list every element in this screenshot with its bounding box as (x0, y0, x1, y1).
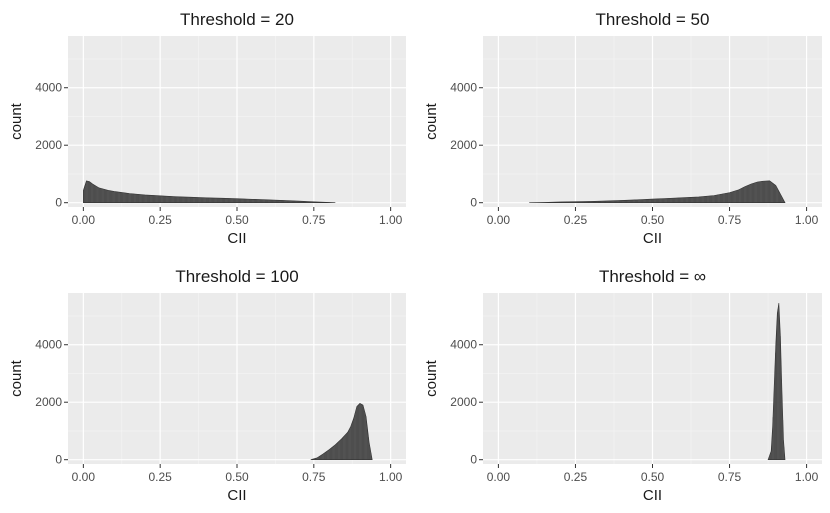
y-tick-label: 0 (55, 196, 62, 210)
x-tick-label: 0.75 (718, 213, 742, 227)
panel-3: Threshold = 100 0.00 0.25 0.50 0.75 1.00 0 2000… (8, 267, 406, 504)
panel-4: Threshold = ∞ 0.00 0.25 0.50 0.75 1.00 0 2000 40… (423, 267, 822, 504)
x-axis-title: CII (227, 487, 246, 504)
x-tick-label: 0.00 (72, 470, 96, 484)
x-tick-label: 0.25 (149, 213, 173, 227)
x-tick-label: 0.00 (72, 213, 96, 227)
x-tick-label: 0.50 (641, 470, 665, 484)
x-tick-label: 0.75 (302, 470, 326, 484)
x-tick-label: 1.00 (379, 213, 403, 227)
x-axis-title: CII (643, 487, 662, 504)
y-axis-title: count (423, 102, 440, 140)
x-axis-title: CII (643, 230, 662, 247)
y-axis-title: count (8, 102, 25, 140)
panel-title: Threshold = 100 (175, 267, 298, 286)
panel-2: Threshold = 50 0.00 0.25 0.50 0.75 1.00 0 2000 4… (423, 10, 822, 247)
x-tick-label: 0.25 (149, 470, 173, 484)
histogram-bin-lines (83, 181, 325, 203)
histogram-bars (310, 402, 373, 460)
panel-title: Threshold = ∞ (599, 267, 706, 286)
y-axis-title: count (8, 359, 25, 397)
y-tick-label: 4000 (35, 338, 62, 352)
y-axis-title: count (423, 359, 440, 397)
histogram-bin-lines (313, 403, 372, 460)
x-axis-title: CII (227, 230, 246, 247)
panel-title: Threshold = 50 (596, 10, 710, 29)
y-tick-label: 4000 (450, 81, 477, 95)
histogram-bin-lines (550, 180, 785, 203)
y-tick-label: 4000 (35, 81, 62, 95)
y-tick-label: 0 (470, 196, 477, 210)
x-tick-label: 0.50 (641, 213, 665, 227)
x-tick-label: 0.75 (302, 213, 326, 227)
y-tick-label: 0 (470, 453, 477, 467)
x-tick-label: 0.75 (718, 470, 742, 484)
x-tick-label: 0.50 (225, 470, 249, 484)
y-tick-label: 2000 (450, 138, 477, 152)
y-tick-label: 2000 (35, 395, 62, 409)
x-tick-label: 0.25 (564, 213, 588, 227)
panel-title: Threshold = 20 (180, 10, 294, 29)
histogram-bin-lines (769, 309, 785, 460)
y-tick-label: 2000 (450, 395, 477, 409)
y-tick-label: 2000 (35, 138, 62, 152)
x-tick-label: 1.00 (379, 470, 403, 484)
x-tick-label: 0.00 (487, 470, 511, 484)
x-tick-label: 1.00 (795, 213, 819, 227)
x-tick-label: 1.00 (795, 470, 819, 484)
y-tick-label: 0 (55, 453, 62, 467)
panel-1: Threshold = 20 0.00 0.25 0.50 0.75 1.00 0 2000 4… (8, 10, 406, 247)
x-tick-label: 0.00 (487, 213, 511, 227)
y-tick-label: 4000 (450, 338, 477, 352)
x-tick-label: 0.50 (225, 213, 249, 227)
x-tick-label: 0.25 (564, 470, 588, 484)
